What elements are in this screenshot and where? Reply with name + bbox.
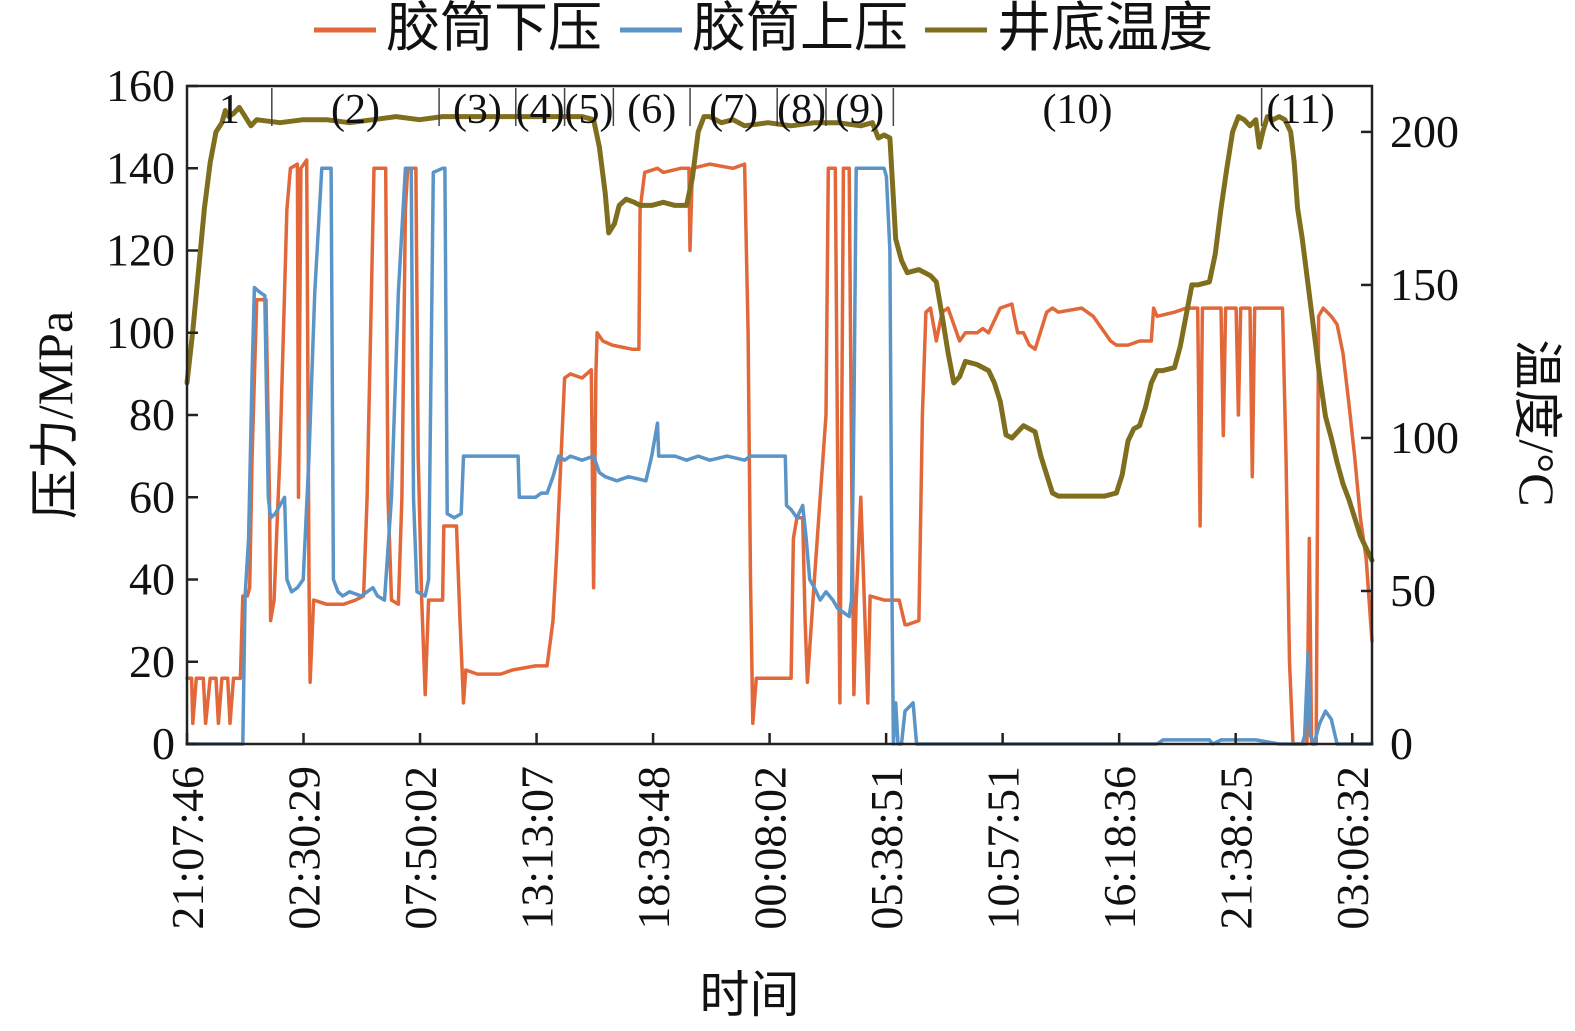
x-axis-label: 时间 [700, 967, 800, 1023]
series-line-2 [185, 166, 1374, 746]
legend-label: 胶筒下压 [386, 0, 602, 58]
y-axis-left: 0 20 40 60 80 100 120 140 160 [106, 60, 198, 769]
x-tick-label: 21:38:25 [1211, 766, 1262, 930]
y-left-tick-label: 40 [129, 554, 175, 605]
x-tick-label: 21:07:46 [162, 766, 213, 930]
phase-markers: 1 (2) (3) (4) (5) (6) (7) (8) (9) (10) (11) [219, 87, 1335, 133]
y-left-tick-label: 140 [106, 142, 175, 193]
y-right-tick-label: 0 [1390, 718, 1413, 769]
x-axis: 21:07:46 02:30:29 07:50:02 13:13:07 18:39:48… [162, 733, 1378, 930]
y-axis-left-label: 压力/MPa [27, 311, 83, 519]
phase-label: (6) [627, 87, 676, 133]
series-layer [184, 104, 1375, 746]
legend-label: 胶筒上压 [692, 0, 908, 58]
legend-label: 井底温度 [997, 0, 1213, 58]
y-left-tick-label: 20 [129, 636, 175, 687]
x-tick-label: 10:57:51 [978, 766, 1029, 930]
y-right-tick-label: 150 [1390, 259, 1459, 310]
x-tick-label: 05:38:51 [861, 766, 912, 930]
y-left-tick-label: 100 [106, 307, 175, 358]
x-tick-label: 18:39:48 [628, 766, 679, 930]
y-left-tick-label: 80 [129, 389, 175, 440]
phase-label: (8) [777, 87, 826, 133]
y-right-tick-label: 50 [1390, 565, 1436, 616]
x-tick-label: 16:18:36 [1094, 766, 1145, 930]
legend: 胶筒下压 胶筒上压 井底温度 [314, 0, 1213, 58]
x-tick-label: 00:08:02 [745, 766, 796, 930]
phase-label: (5) [564, 87, 613, 133]
series-line-1 [185, 158, 1374, 746]
phase-label: (11) [1266, 87, 1334, 133]
phase-label: (7) [709, 87, 758, 133]
y-right-tick-label: 200 [1390, 106, 1459, 157]
x-tick-label: 07:50:02 [395, 766, 446, 930]
phase-label: (9) [835, 87, 884, 133]
phase-label: (2) [331, 87, 380, 133]
plot-frame [185, 84, 1374, 746]
phase-label: (10) [1043, 87, 1113, 133]
phase-label: (3) [453, 87, 502, 133]
series-line-3 [184, 104, 1375, 563]
y-axis-right: 0 50 100 150 200 [1361, 106, 1459, 769]
x-tick-label: 13:13:07 [512, 766, 563, 930]
phase-label: (4) [516, 87, 565, 133]
y-left-tick-label: 60 [129, 471, 175, 522]
y-left-tick-label: 160 [106, 60, 175, 111]
x-tick-label: 03:06:32 [1327, 766, 1378, 930]
y-left-tick-label: 0 [152, 718, 175, 769]
y-right-tick-label: 100 [1390, 412, 1459, 463]
y-left-tick-label: 120 [106, 225, 175, 276]
x-tick-label: 02:30:29 [279, 766, 330, 930]
y-axis-right-label: 温度/°C [1509, 339, 1565, 506]
phase-label: 1 [219, 87, 240, 133]
